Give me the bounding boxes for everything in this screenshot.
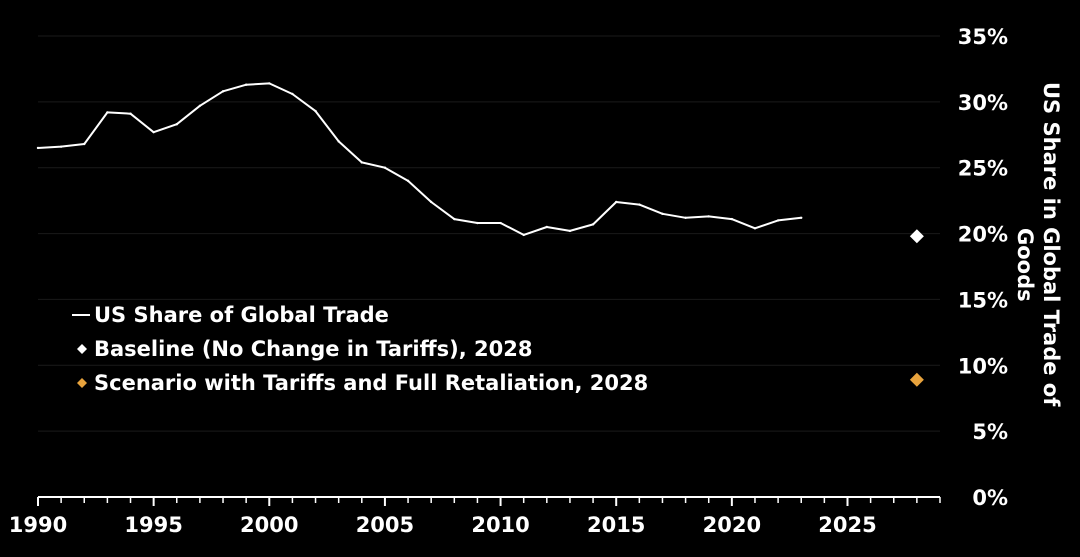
x-tick-label: 1995 xyxy=(124,513,182,537)
x-tick-label: 2010 xyxy=(471,513,529,537)
y-tick-label: 35% xyxy=(958,25,1008,49)
series-layer xyxy=(36,82,924,387)
data-point xyxy=(429,200,433,204)
legend-label: Scenario with Tariffs and Full Retaliati… xyxy=(94,371,648,395)
legend-label: Baseline (No Change in Tariffs), 2028 xyxy=(94,337,532,361)
legend-diamond-swatch xyxy=(77,378,87,388)
legend: US Share of Global Trade Baseline (No Cha… xyxy=(72,303,648,395)
x-tick-label: 2020 xyxy=(703,513,761,537)
gridlines xyxy=(38,35,940,432)
data-point xyxy=(268,82,271,85)
data-point xyxy=(776,219,780,222)
data-point xyxy=(291,92,294,96)
retaliation-2028-marker xyxy=(909,372,924,387)
data-point xyxy=(152,130,155,134)
data-point xyxy=(591,223,595,226)
data-point xyxy=(661,212,664,216)
data-point xyxy=(314,109,317,113)
y-axis: 0% 5% 10% 15% 20% 25% 30% 35% xyxy=(958,25,1008,510)
data-point xyxy=(198,104,202,108)
y-tick-label: 20% xyxy=(958,223,1008,247)
data-point xyxy=(406,179,410,183)
data-point xyxy=(730,217,734,221)
x-tick-label: 2025 xyxy=(818,513,876,537)
y-axis-title-line-2: Goods xyxy=(1013,228,1037,302)
data-point xyxy=(615,200,618,204)
data-point xyxy=(568,229,572,233)
data-point xyxy=(522,233,525,237)
x-tick-label: 2000 xyxy=(240,513,298,537)
data-point xyxy=(244,83,248,86)
legend-label: US Share of Global Trade xyxy=(94,303,389,327)
data-point xyxy=(36,146,40,150)
y-axis-title-line-1: US Share in Global Trade of xyxy=(1039,82,1063,407)
data-point xyxy=(360,161,363,164)
data-point xyxy=(129,112,132,115)
y-tick-label: 15% xyxy=(958,288,1008,312)
baseline-2028-marker xyxy=(909,229,924,244)
x-tick-label: 1990 xyxy=(9,513,67,537)
data-point xyxy=(83,142,86,146)
data-point xyxy=(476,221,479,225)
data-point xyxy=(383,166,387,169)
series-line-us-share xyxy=(37,82,802,236)
data-point xyxy=(59,145,63,148)
y-tick-label: 10% xyxy=(958,354,1008,378)
data-point xyxy=(684,216,687,219)
y-tick-label: 30% xyxy=(958,91,1008,115)
data-point xyxy=(707,215,710,218)
data-point xyxy=(800,216,803,219)
data-point xyxy=(175,123,178,126)
x-tick-label: 2005 xyxy=(356,513,414,537)
data-point xyxy=(499,221,502,225)
data-point xyxy=(221,90,225,93)
data-point xyxy=(337,140,340,143)
y-tick-label: 5% xyxy=(972,420,1008,444)
x-tick-label: 2015 xyxy=(587,513,645,537)
legend-diamond-swatch xyxy=(77,344,87,354)
data-point xyxy=(753,227,757,230)
y-tick-label: 25% xyxy=(958,157,1008,181)
data-point xyxy=(545,225,549,229)
y-tick-label: 0% xyxy=(972,486,1008,510)
x-axis: 1990 1995 2000 2005 2010 2015 2020 2025 xyxy=(9,496,941,537)
data-point xyxy=(106,111,109,114)
data-point xyxy=(453,217,456,221)
data-point xyxy=(638,203,641,206)
